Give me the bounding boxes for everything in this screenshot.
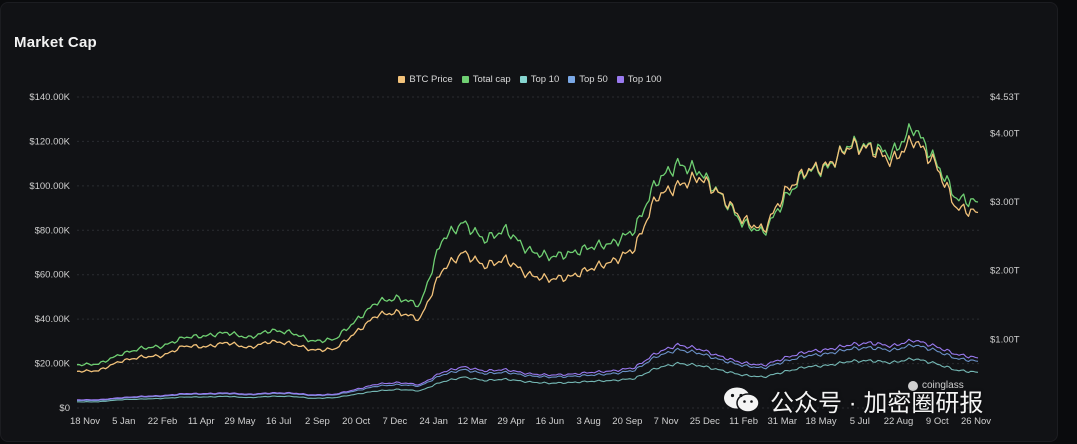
coinglass-mark: coinglass <box>908 380 964 391</box>
legend-swatch-top100 <box>616 75 624 83</box>
legend-label-top100: Top 100 <box>627 73 662 85</box>
x-tick-label: 2 Sep <box>305 416 330 427</box>
series-line-top-50 <box>77 343 979 402</box>
series-line-top-100 <box>77 338 979 401</box>
legend-swatch-top50 <box>568 75 576 83</box>
x-tick-label: 16 Jul <box>266 416 291 427</box>
x-tick-label: 18 Nov <box>70 416 100 427</box>
legend-label-total: Total cap <box>472 73 511 85</box>
chart-card: Market Cap BTC Price Total cap Top 10 To… <box>0 2 1058 442</box>
x-tick-label: 31 Mar <box>768 416 798 427</box>
legend-item-top10[interactable]: Top 10 <box>519 72 560 86</box>
watermark-text: 公众号 · 加密圈研报 <box>770 389 984 417</box>
legend-label-top10: Top 10 <box>530 73 560 85</box>
x-tick-label: 16 Jun <box>536 416 565 427</box>
x-tick-label: 7 Nov <box>654 416 679 427</box>
y-left-tick-label: $140.00K <box>29 92 70 103</box>
x-tick-label: 12 Mar <box>458 416 488 427</box>
x-tick-label: 5 Jul <box>850 416 870 427</box>
y-right-tick-label: $3.00T <box>990 197 1020 208</box>
y-left-tick-label: $0 <box>59 403 70 414</box>
y-left-tick-label: $40.00K <box>35 314 71 325</box>
series-line-btc-price <box>76 135 979 373</box>
x-tick-label: 24 Jan <box>419 416 448 427</box>
x-tick-label: 29 Apr <box>497 416 524 427</box>
x-tick-label: 20 Sep <box>612 416 642 427</box>
y-left-tick-label: $20.00K <box>35 359 71 370</box>
x-tick-label: 25 Dec <box>690 416 720 427</box>
x-tick-label: 11 Feb <box>729 416 758 427</box>
x-tick-label: 9 Oct <box>926 416 949 427</box>
x-tick-label: 22 Aug <box>884 416 914 427</box>
legend-swatch-top10 <box>519 75 527 83</box>
legend-swatch-total <box>461 75 469 83</box>
y-left-tick-label: $60.00K <box>35 270 71 281</box>
legend-label-top50: Top 50 <box>579 73 608 85</box>
series-line-top-10 <box>77 357 979 403</box>
x-tick-label: 7 Dec <box>382 416 407 427</box>
x-tick-label: 20 Oct <box>342 416 370 427</box>
x-tick-label: 26 Nov <box>961 416 991 427</box>
x-tick-label: 3 Aug <box>576 416 600 427</box>
x-tick-label: 5 Jan <box>112 416 135 427</box>
y-right-tick-label: $4.53T <box>990 92 1020 103</box>
legend-item-btc[interactable]: BTC Price <box>398 72 453 86</box>
y-left-tick-label: $100.00K <box>29 181 70 192</box>
chart-legend: BTC Price Total cap Top 10 Top 50 Top 10… <box>1 72 1059 86</box>
y-right-tick-label: $4.00T <box>990 128 1020 139</box>
legend-label-btc: BTC Price <box>409 73 453 85</box>
y-left-tick-label: $80.00K <box>35 225 71 236</box>
legend-item-top50[interactable]: Top 50 <box>568 72 608 86</box>
y-left-tick-label: $120.00K <box>29 136 70 147</box>
x-tick-label: 22 Feb <box>148 416 178 427</box>
chart-title: Market Cap <box>14 34 97 51</box>
coinglass-label: coinglass <box>922 380 964 391</box>
x-tick-label: 29 May <box>224 416 255 427</box>
y-right-tick-label: $1.00T <box>990 334 1020 345</box>
y-right-tick-label: $2.00T <box>990 266 1020 277</box>
x-tick-label: 18 May <box>805 416 836 427</box>
series-line-total-cap <box>76 123 979 367</box>
legend-item-top100[interactable]: Top 100 <box>616 72 662 86</box>
wechat-watermark: 公众号 · 加密圈研报 <box>722 382 983 418</box>
legend-swatch-btc <box>398 75 406 83</box>
legend-item-total[interactable]: Total cap <box>461 72 511 86</box>
wechat-icon <box>724 387 760 413</box>
x-tick-label: 11 Apr <box>188 416 215 427</box>
coinglass-logo-icon <box>908 380 918 391</box>
